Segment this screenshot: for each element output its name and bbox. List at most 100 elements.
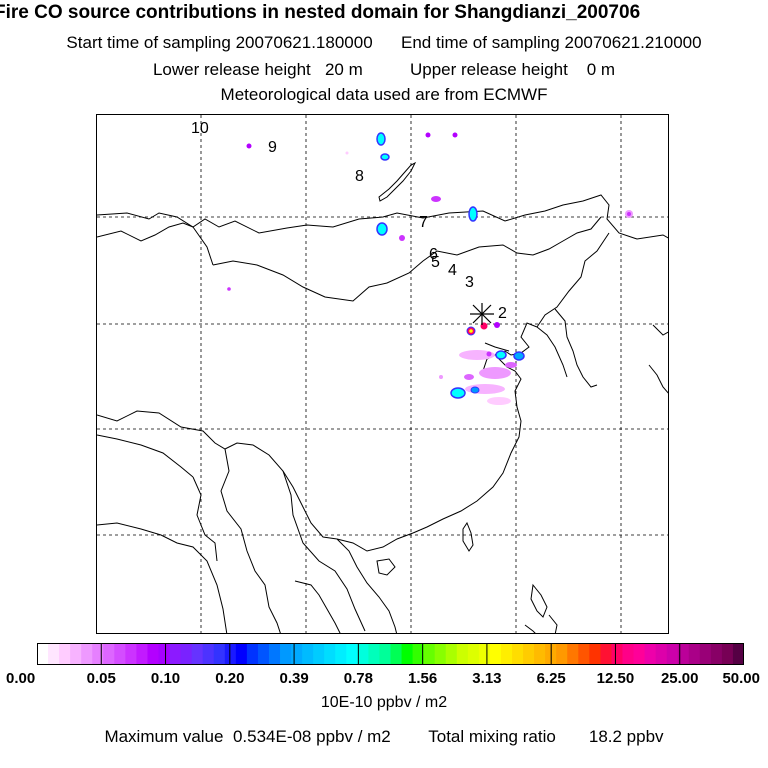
- contribution-cell: [431, 196, 441, 202]
- colorbar-cell: [302, 643, 314, 665]
- contribution-field: [227, 132, 633, 405]
- colorbar-cell: [158, 643, 171, 665]
- colorbar-cell: [324, 643, 336, 665]
- graticule: [97, 115, 668, 633]
- myanmar-border: [220, 448, 281, 633]
- contribution-cell: [380, 153, 390, 161]
- colorbar-cell: [346, 643, 358, 665]
- lower-release-label: Lower release height: [152, 60, 311, 79]
- trajectory-label: 8: [355, 168, 364, 185]
- end-time-value: 20070621.210000: [564, 33, 702, 52]
- colorbar-cell: [202, 643, 215, 665]
- colorbar-cell: [257, 643, 270, 665]
- colorbar-cell: [677, 643, 690, 665]
- colorbar-cell: [655, 643, 668, 665]
- philippines-island: [530, 583, 548, 618]
- boundaries: [97, 161, 668, 633]
- colorbar-cell: [611, 643, 624, 665]
- colorbar-cell: [644, 643, 657, 665]
- colorbar-cell: [512, 643, 524, 665]
- colorbar-tick-label: 6.25: [536, 670, 566, 687]
- colorbar-cell: [390, 643, 403, 665]
- colorbar-cell: [523, 643, 535, 665]
- colorbar-cell: [191, 643, 204, 665]
- colorbar-tick-label: 0.10: [150, 670, 181, 687]
- trajectory-labels: 10 9 8 7 6 5 4 3 2: [191, 120, 507, 322]
- colorbar-cell: [500, 643, 513, 665]
- colorbar-cell: [246, 643, 259, 665]
- japan-coast: [652, 324, 668, 336]
- colorbar-dividers: [100, 643, 681, 665]
- trajectory-label: 7: [419, 214, 428, 231]
- contribution-cell: [439, 375, 443, 379]
- start-time-label: Start time of sampling: [66, 33, 231, 52]
- colorbar-cell: [445, 643, 458, 665]
- korea-west-coast: [536, 326, 568, 378]
- colorbar-cell: [147, 643, 160, 665]
- contribution-cell: [513, 351, 525, 361]
- philippines-island: [548, 614, 558, 633]
- contribution-cell: [464, 374, 474, 380]
- colorbar-cell: [92, 643, 104, 665]
- contribution-cell: [495, 350, 507, 360]
- colorbar-cell: [114, 643, 126, 665]
- thailand-border: [294, 580, 341, 633]
- colorbar-cell: [368, 643, 381, 665]
- manchuria-border: [536, 232, 610, 328]
- japan-coast: [648, 364, 668, 394]
- colorbar-cell: [268, 643, 281, 665]
- trajectory-label: 10: [191, 120, 209, 137]
- colorbar-cells: [37, 643, 744, 665]
- south-china-coast: [336, 532, 414, 552]
- colorbar-cell: [136, 643, 149, 665]
- colorbar-cell: [467, 643, 480, 665]
- colorbar-cell: [224, 643, 237, 665]
- contribution-cell: [227, 287, 231, 291]
- colorbar-cell: [379, 643, 392, 665]
- end-time-label: End time of sampling: [401, 33, 560, 52]
- contribution-cell: [345, 151, 349, 155]
- contribution-cell: [459, 350, 495, 360]
- colorbar-cell: [291, 643, 303, 665]
- colorbar-cell: [48, 643, 60, 665]
- colorbar-cell: [434, 643, 447, 665]
- colorbar-cell: [600, 643, 613, 665]
- contribution-cell: [470, 386, 480, 394]
- contribution-cell: [487, 397, 511, 405]
- trajectory-label: 9: [268, 139, 277, 156]
- contribution-cell: [627, 212, 631, 216]
- colorbar-tick-label: 25.00: [660, 670, 699, 687]
- trajectory-label: 4: [448, 262, 457, 279]
- colorbar-cell: [37, 643, 49, 665]
- map-panel: 10 9 8 7 6 5 4 3 2: [96, 114, 669, 634]
- colorbar-cell: [534, 643, 546, 665]
- colorbar-tick-label: 0.39: [279, 670, 309, 687]
- colorbar-cell: [423, 643, 436, 665]
- colorbar-cell: [489, 643, 502, 665]
- upper-release-value: 0 m: [586, 60, 616, 79]
- lower-release-value: 20 m: [324, 60, 363, 79]
- contribution-cell: [376, 222, 388, 236]
- colorbar-cell: [578, 643, 590, 665]
- contribution-cell: [486, 351, 492, 357]
- colorbar-tick-label: 0.78: [343, 670, 373, 687]
- contribution-cell: [494, 322, 500, 328]
- colorbar: [37, 643, 744, 665]
- upper-release-label: Upper release height: [409, 60, 568, 79]
- colorbar-cell: [699, 643, 712, 665]
- trajectory-label: 2: [498, 305, 507, 322]
- taiwan-island: [462, 521, 474, 552]
- colorbar-cell: [81, 643, 93, 665]
- contribution-cell: [399, 235, 405, 241]
- colorbar-cell: [688, 643, 701, 665]
- mongolia-west-border: [192, 226, 214, 266]
- colorbar-cell: [357, 643, 370, 665]
- contribution-cell: [376, 132, 386, 146]
- colorbar-unit: 10E-10 ppbv / m2: [320, 694, 448, 711]
- mongolia-china-border: [212, 216, 602, 302]
- colorbar-cell: [666, 643, 679, 665]
- contribution-cell: [425, 132, 431, 138]
- india-border: [97, 434, 194, 478]
- station-marker: [470, 303, 494, 325]
- hainan-island: [376, 558, 396, 576]
